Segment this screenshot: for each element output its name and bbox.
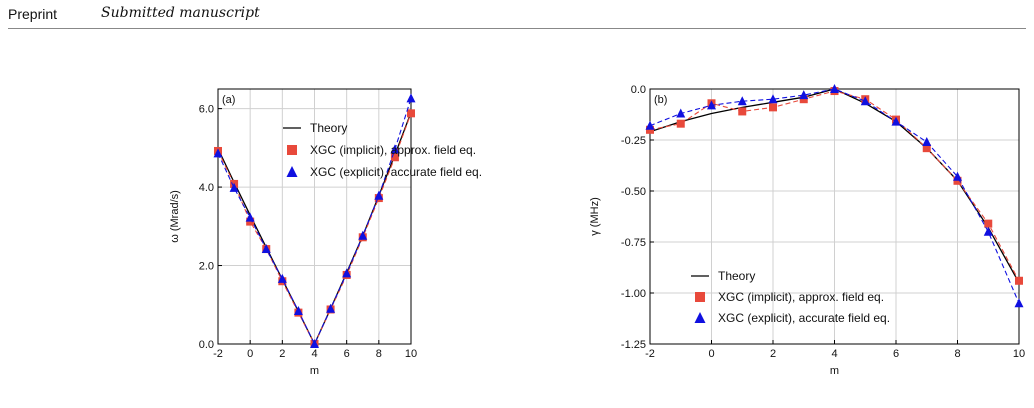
- marker-triangle: [326, 303, 336, 313]
- marker-triangle: [358, 230, 368, 240]
- marker-triangle: [277, 273, 287, 283]
- marker-triangle: [799, 90, 809, 100]
- y-tick-label: -1.00: [621, 288, 646, 300]
- marker-square: [953, 176, 962, 185]
- x-tick-label: 2: [279, 348, 285, 360]
- marker-square: [799, 95, 808, 104]
- y-tick-label: 2.0: [199, 261, 214, 273]
- marker-square: [984, 219, 993, 228]
- marker-triangle: [213, 148, 223, 158]
- x-tick-label: 8: [954, 348, 960, 360]
- marker-triangle: [342, 268, 352, 278]
- x-tick-label: 0: [708, 348, 714, 360]
- marker-triangle: [953, 171, 962, 181]
- y-axis-label: γ (MHz): [589, 197, 601, 236]
- marker-triangle: [830, 84, 839, 93]
- marker-triangle: [707, 100, 716, 110]
- x-tick-label: 6: [893, 348, 899, 360]
- marker-triangle: [860, 96, 870, 106]
- panel-label: (b): [654, 94, 667, 106]
- marker-square: [390, 153, 399, 162]
- marker-triangle: [374, 190, 384, 200]
- header-right-text: Submitted manuscript: [101, 5, 260, 21]
- y-tick-label: 4.0: [199, 182, 214, 194]
- marker-triangle: [261, 244, 271, 254]
- x-tick-label: 6: [344, 348, 350, 360]
- x-tick-label: 4: [831, 348, 837, 360]
- y-tick-label: -0.25: [621, 135, 646, 147]
- legend-marker-triangle: [694, 312, 706, 323]
- header-rule: [8, 28, 1026, 29]
- marker-triangle: [768, 94, 778, 104]
- header-left-text: Preprint: [8, 6, 58, 22]
- y-tick-label: -1.25: [621, 339, 646, 351]
- marker-triangle: [1014, 298, 1024, 308]
- y-tick-label: -0.50: [621, 186, 646, 198]
- panel-label: (a): [222, 94, 235, 106]
- y-tick-label: 0.0: [631, 84, 646, 96]
- marker-triangle: [406, 93, 416, 103]
- marker-triangle: [922, 137, 932, 147]
- marker-square: [738, 107, 747, 116]
- x-tick-label: 0: [247, 348, 253, 360]
- x-tick-label: 10: [1013, 348, 1025, 360]
- marker-triangle: [245, 212, 255, 222]
- marker-square: [407, 109, 415, 118]
- legend-marker-triangle: [286, 166, 298, 177]
- legend-marker-square: [695, 292, 705, 302]
- marker-square: [1015, 276, 1023, 285]
- x-tick-label: 8: [376, 348, 382, 360]
- marker-triangle: [983, 226, 993, 236]
- y-tick-label: 6.0: [199, 104, 214, 116]
- y-axis-label: ω (Mrad/s): [169, 190, 181, 243]
- legend-label: XGC (explicit), accurate field eq.: [310, 165, 482, 179]
- x-tick-label: -2: [213, 348, 223, 360]
- legend-label: XGC (implicit), approx. field eq.: [310, 143, 476, 157]
- y-tick-label: 0.0: [199, 339, 214, 351]
- marker-square: [769, 103, 777, 112]
- page-header: Preprint Submitted manuscript: [8, 2, 1026, 29]
- x-axis-label: m: [830, 365, 839, 377]
- x-tick-label: 10: [405, 348, 417, 360]
- marker-triangle: [293, 306, 303, 316]
- marker-triangle: [229, 182, 239, 192]
- chart-panel-b: -2 0 2 4 6 8 10 0.0 -0.25 -0.50 -0.75 -1.00 -1.25 m γ …: [589, 84, 1025, 377]
- marker-triangle: [645, 120, 655, 130]
- legend-label: XGC (explicit), accurate field eq.: [718, 311, 890, 325]
- marker-triangle: [891, 116, 901, 126]
- legend-label: Theory: [718, 269, 755, 283]
- x-tick-label: 2: [770, 348, 776, 360]
- legend-label: XGC (implicit), approx. field eq.: [718, 290, 884, 304]
- marker-square: [922, 144, 931, 153]
- x-axis-label: m: [310, 365, 319, 377]
- legend-label: Theory: [310, 121, 347, 135]
- x-tick-label: 4: [311, 348, 317, 360]
- legend-marker-square: [287, 145, 297, 155]
- marker-triangle: [310, 339, 319, 348]
- y-tick-label: -0.75: [621, 237, 646, 249]
- marker-triangle: [737, 96, 747, 106]
- chart-panel-a: -2 0 2 4 6 8 10 0.0 2.0 4.0 6.0 m ω (Mrad/s) (a) Theor…: [169, 88, 482, 377]
- marker-triangle: [390, 144, 400, 154]
- x-tick-label: -2: [645, 348, 655, 360]
- marker-square: [676, 119, 685, 128]
- marker-triangle: [676, 108, 686, 118]
- marker-square: [646, 125, 654, 134]
